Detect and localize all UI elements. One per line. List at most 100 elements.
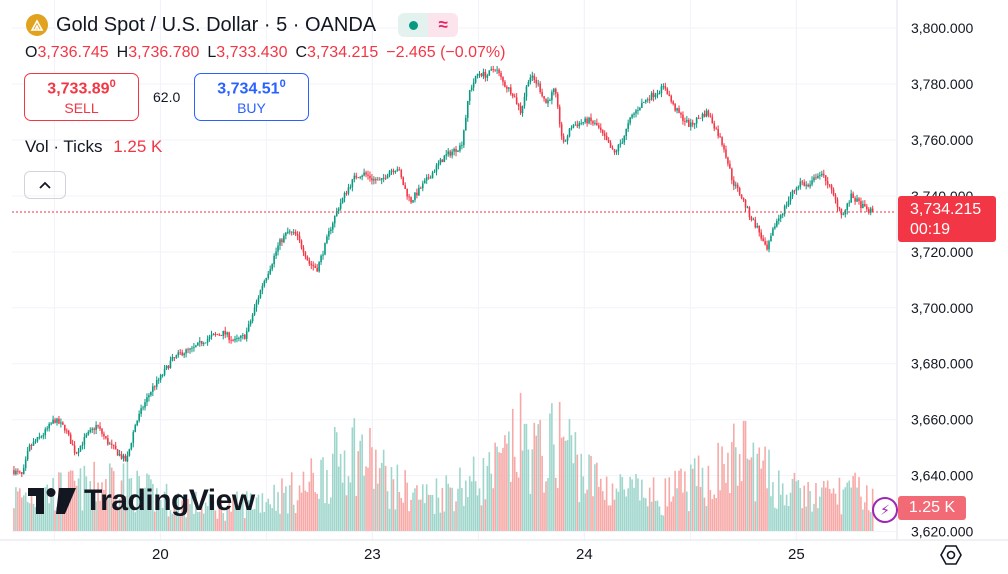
sell-price-sup: 0	[109, 77, 116, 90]
candle-down	[101, 427, 103, 437]
price-change: −2.465 (−0.07%)	[386, 44, 506, 61]
volume-bar-up	[24, 492, 27, 531]
volume-bar-up	[625, 496, 628, 531]
candle-up	[631, 113, 633, 120]
collapse-legend-button[interactable]	[24, 171, 66, 199]
candle-body	[774, 226, 776, 229]
candle-up	[202, 341, 205, 347]
candle-body	[576, 124, 579, 127]
candle-up	[165, 365, 168, 371]
gold-coin-icon[interactable]	[26, 14, 48, 36]
candle-body	[161, 374, 164, 376]
live-status-dot-icon[interactable]	[398, 13, 429, 37]
candle-up	[292, 229, 295, 236]
candle-body	[836, 199, 839, 208]
candle-down	[224, 326, 227, 339]
volume-bar-up	[551, 403, 553, 531]
volume-bar-down	[824, 487, 827, 531]
candle-up	[623, 135, 626, 146]
candle-body	[848, 202, 851, 204]
candle-body	[97, 425, 99, 427]
volume-bar-up	[412, 492, 414, 531]
volume-bar-up	[549, 413, 551, 531]
tradingview-logo[interactable]: TradingView	[28, 484, 255, 518]
volume-bar-down	[742, 420, 745, 531]
volume-bar-up	[435, 478, 438, 531]
candle-body	[222, 330, 225, 336]
candle-body	[506, 86, 508, 89]
candle-down	[498, 68, 500, 77]
volume-bar-down	[684, 471, 686, 531]
candle-body	[664, 86, 667, 89]
candle-up	[15, 468, 17, 476]
volume-bar-up	[470, 481, 473, 531]
volume-bar-up	[686, 491, 688, 531]
candle-body	[320, 255, 322, 263]
volume-bar-down	[558, 401, 561, 531]
candle-body	[646, 99, 649, 101]
symbol-title[interactable]: Gold Spot / U.S. Dollar · 5 · OANDA	[56, 13, 377, 36]
candle-up	[459, 142, 461, 153]
candle-body	[343, 192, 346, 198]
candle-up	[445, 149, 448, 160]
volume-bar-down	[116, 505, 119, 531]
settings-hexagon-icon	[940, 545, 962, 565]
volume-bar-up	[584, 493, 586, 531]
candle-body	[433, 171, 436, 173]
candle-body	[425, 177, 428, 181]
candle-up	[91, 427, 93, 434]
close-label: C	[295, 44, 308, 61]
volume-bar-down	[308, 481, 311, 531]
volume-legend[interactable]: Vol · Ticks 1.25 K	[25, 137, 162, 157]
buy-button[interactable]: 3,734.510 BUY	[194, 73, 309, 121]
candle-body	[705, 110, 708, 117]
candle-body	[793, 190, 796, 192]
volume-bar-up	[122, 463, 125, 531]
candle-up	[382, 174, 385, 183]
lightning-icon[interactable]: ⚡	[872, 497, 898, 523]
candle-body	[118, 454, 121, 456]
candle-up	[453, 147, 455, 156]
last-price-tag: 3,734.215 00:19	[898, 196, 996, 242]
candle-body	[179, 352, 182, 354]
candle-down	[62, 421, 64, 425]
candle-body	[13, 470, 15, 475]
volume-bar-up	[189, 504, 191, 531]
market-status[interactable]: ≈	[398, 13, 459, 37]
candle-body	[365, 172, 367, 175]
candle-body	[142, 407, 144, 409]
candle-up	[637, 106, 639, 115]
chart-settings-button[interactable]	[938, 542, 964, 568]
volume-bar-up	[126, 459, 129, 531]
candle-up	[781, 212, 784, 219]
volume-bar-up	[193, 513, 195, 531]
candle-up	[148, 393, 150, 402]
volume-bar-up	[34, 506, 37, 531]
candle-up	[285, 231, 287, 240]
candle-up	[439, 157, 442, 166]
candle-body	[312, 265, 315, 267]
volume-bar-up	[26, 501, 29, 531]
candle-up	[772, 226, 774, 236]
volume-bar-up	[287, 513, 289, 531]
candle-up	[635, 109, 637, 118]
wave-icon[interactable]: ≈	[428, 13, 459, 37]
candle-down	[519, 102, 522, 115]
candle-down	[822, 169, 825, 178]
candle-down	[384, 174, 387, 180]
volume-bar-up	[453, 511, 455, 531]
candle-up	[646, 97, 649, 103]
price-axis[interactable]: 3,620.000 3,640.000 3,660.000 3,680.000 3,70…	[911, 20, 973, 540]
candle-body	[285, 232, 287, 236]
sell-button[interactable]: 3,733.890 SELL	[24, 73, 139, 121]
time-axis[interactable]: 20 23 24 25	[152, 546, 805, 563]
volume-bar-down	[218, 504, 221, 531]
candle-body	[245, 331, 248, 339]
volume-bar-up	[580, 453, 583, 531]
candle-body	[185, 349, 187, 354]
volume-bar-down	[427, 494, 430, 531]
candle-down	[120, 451, 123, 460]
volume-bar-down	[306, 492, 309, 531]
candle-body	[416, 192, 418, 196]
